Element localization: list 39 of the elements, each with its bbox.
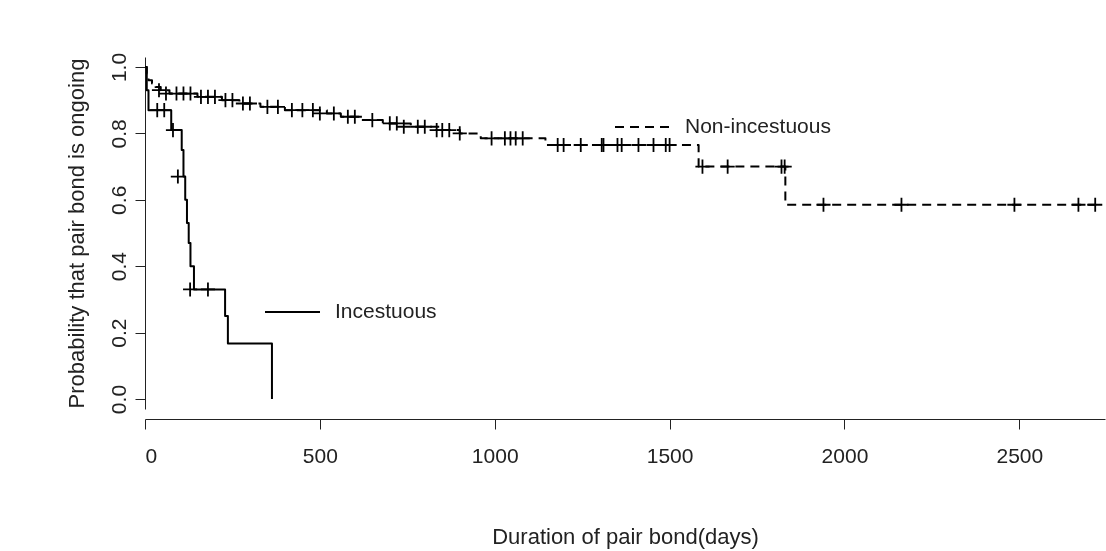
point (169, 168, 186, 185)
point (572, 137, 589, 153)
point (269, 98, 286, 115)
point (416, 118, 433, 135)
y-tick-label: 0.4 (106, 251, 130, 282)
y-tick-label: 0.8 (106, 119, 130, 149)
point (1006, 196, 1023, 213)
x-tick-label: 0 (145, 443, 158, 467)
y-tick-label: 0.0 (106, 384, 130, 415)
point (694, 158, 711, 175)
point (630, 137, 647, 153)
x-tick-label: 2000 (821, 443, 869, 467)
point (156, 102, 173, 119)
y-axis-title: Probability that pair bond is ongoing (63, 58, 89, 409)
point (451, 125, 468, 142)
point (483, 130, 500, 147)
point (1087, 196, 1104, 213)
y-tick-label: 1.0 (106, 52, 130, 83)
y-tick-label: 0.6 (106, 185, 130, 215)
point (346, 108, 363, 125)
x-tick-label: 500 (302, 443, 338, 467)
point (224, 92, 241, 109)
legend-label: Non-incestuous (685, 114, 831, 137)
point (325, 105, 342, 122)
point (199, 281, 216, 298)
x-axis-title: Duration of pair bond(days) (492, 523, 759, 549)
y-tick-label: 0.2 (106, 318, 130, 348)
point (182, 85, 199, 102)
point (893, 196, 910, 213)
x-tick-label: 1500 (646, 443, 694, 467)
legend-label: Incestuous (335, 299, 437, 322)
point (514, 130, 531, 147)
x-tick-label: 1000 (471, 443, 519, 467)
point (815, 196, 832, 213)
point (182, 281, 199, 298)
x-tick-label: 2500 (996, 443, 1044, 467)
point (1070, 196, 1087, 213)
point (719, 158, 736, 175)
point (241, 95, 258, 112)
